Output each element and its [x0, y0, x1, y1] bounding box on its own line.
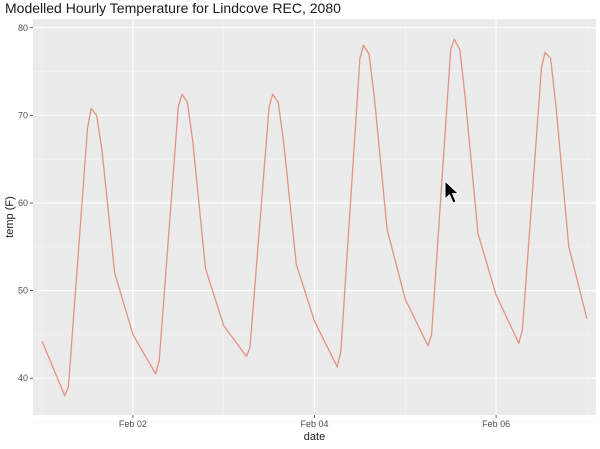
y-tick-label: 70 — [18, 110, 28, 120]
x-tick-label: Feb 04 — [300, 419, 328, 429]
y-tick-label: 40 — [18, 373, 28, 383]
x-axis: Feb 02 Feb 04 Feb 06 — [119, 415, 510, 429]
x-axis-title: date — [304, 431, 325, 443]
chart-title: Modelled Hourly Temperature for Lindcove… — [5, 0, 341, 16]
y-axis: 40 50 60 70 80 — [18, 23, 33, 383]
y-tick-label: 80 — [18, 23, 28, 33]
series-layer — [41, 38, 588, 397]
x-tick-label: Feb 02 — [119, 419, 147, 429]
y-tick-label: 50 — [18, 286, 28, 296]
x-tick-label: Feb 06 — [482, 419, 510, 429]
mouse-pointer-icon — [444, 180, 460, 204]
major-gridlines — [33, 19, 596, 415]
y-tick-label: 60 — [18, 198, 28, 208]
y-axis-title: temp (F) — [4, 196, 16, 238]
series-line-0 — [41, 38, 588, 397]
